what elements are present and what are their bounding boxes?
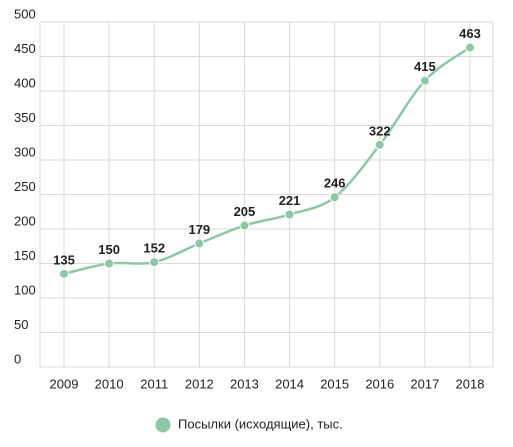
value-label: 415 [414, 59, 436, 74]
point [284, 209, 295, 220]
value-label: 135 [53, 252, 75, 267]
x-tick-label: 2017 [410, 376, 439, 391]
value-label: 179 [188, 222, 210, 237]
y-tick-label: 450 [14, 41, 36, 56]
x-tick-label: 2011 [140, 376, 168, 391]
value-label: 463 [459, 26, 481, 41]
value-label: 221 [279, 193, 301, 208]
value-label: 152 [143, 241, 165, 256]
x-tick-label: 2014 [275, 376, 304, 391]
point [104, 258, 115, 269]
x-tick-label: 2018 [456, 376, 485, 391]
value-label: 246 [324, 176, 346, 191]
y-tick-label: 500 [14, 6, 36, 21]
point [465, 42, 475, 53]
x-tick-label: 2012 [185, 376, 214, 391]
y-tick-label: 200 [14, 213, 36, 228]
legend-label: Посылки (исходящие), тыс. [178, 416, 343, 431]
y-tick-label: 150 [14, 248, 36, 263]
y-tick-label: 50 [14, 317, 28, 332]
x-tick-label: 2013 [230, 376, 259, 391]
value-label: 205 [234, 204, 256, 219]
value-label: 150 [98, 242, 120, 257]
x-tick-label: 2009 [50, 376, 79, 391]
point [419, 75, 430, 86]
y-tick-label: 400 [14, 75, 36, 90]
x-tick-label: 2015 [320, 376, 349, 391]
x-tick-label: 2016 [365, 376, 394, 391]
line [63, 46, 471, 276]
y-tick-label: 350 [14, 110, 36, 125]
point [329, 192, 340, 203]
point [149, 257, 160, 268]
value-label: 322 [369, 123, 391, 138]
point [374, 139, 385, 150]
y-tick-label: 0 [14, 351, 21, 366]
legend-marker [155, 417, 171, 433]
point [239, 220, 250, 231]
y-tick-label: 250 [14, 179, 36, 194]
point [59, 268, 69, 279]
y-tick-label: 300 [14, 144, 36, 159]
point [194, 238, 205, 249]
x-tick-label: 2010 [95, 376, 124, 391]
y-tick-label: 100 [14, 282, 36, 297]
